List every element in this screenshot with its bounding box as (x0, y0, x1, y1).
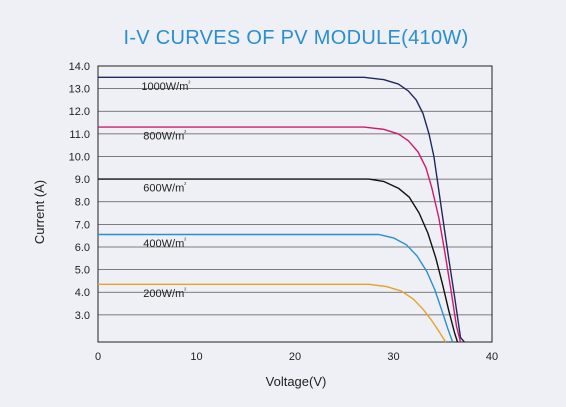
plot-frame (97, 65, 493, 343)
y-tick-label: 5.0 (75, 265, 90, 277)
series-line (98, 76, 465, 343)
x-axis-label: Voltage(V) (266, 374, 327, 389)
curve-label: 800W/m² (143, 131, 186, 143)
y-tick-label: 8.0 (75, 197, 90, 209)
y-tick-label: 3.0 (75, 310, 90, 322)
curve-label: 200W/m² (143, 288, 186, 300)
series-line (98, 178, 459, 343)
x-tick-label: 30 (387, 351, 399, 363)
y-tick-label: 6.0 (75, 242, 90, 254)
series-line (98, 283, 447, 343)
y-tick-label: 10.0 (69, 151, 90, 163)
series-layer (98, 76, 465, 343)
y-tick-label: 4.0 (75, 287, 90, 299)
y-tick-label: 9.0 (75, 174, 90, 186)
x-tick-label: 20 (289, 351, 301, 363)
series-line (98, 233, 454, 343)
y-tick-label: 14.0 (69, 61, 90, 73)
chart-title: I-V CURVES OF PV MODULE(410W) (123, 27, 468, 49)
curve-label: 400W/m² (143, 238, 186, 250)
y-tick-label: 7.0 (75, 219, 90, 231)
y-axis-label: Current (A) (32, 180, 47, 244)
x-tick-label: 40 (486, 351, 498, 363)
y-tick-label: 13.0 (69, 84, 90, 96)
series-line (98, 126, 462, 343)
tick-layer: 14.0 13.0 12.0 11.0 10.0 9.0 8.0 7.0 6.0 5.0 4.0 3.… (69, 61, 499, 363)
x-tick-label: 0 (95, 351, 101, 363)
label-layer: 1000W/m² 800W/m² 600W/m² 400W/m² 200W/m² (141, 81, 190, 300)
curve-label: 600W/m² (143, 183, 186, 195)
grid-layer (98, 88, 492, 316)
y-tick-label: 11.0 (69, 129, 90, 141)
y-tick-label: 12.0 (69, 106, 90, 118)
x-tick-label: 10 (190, 351, 202, 363)
curve-label: 1000W/m² (141, 81, 190, 93)
